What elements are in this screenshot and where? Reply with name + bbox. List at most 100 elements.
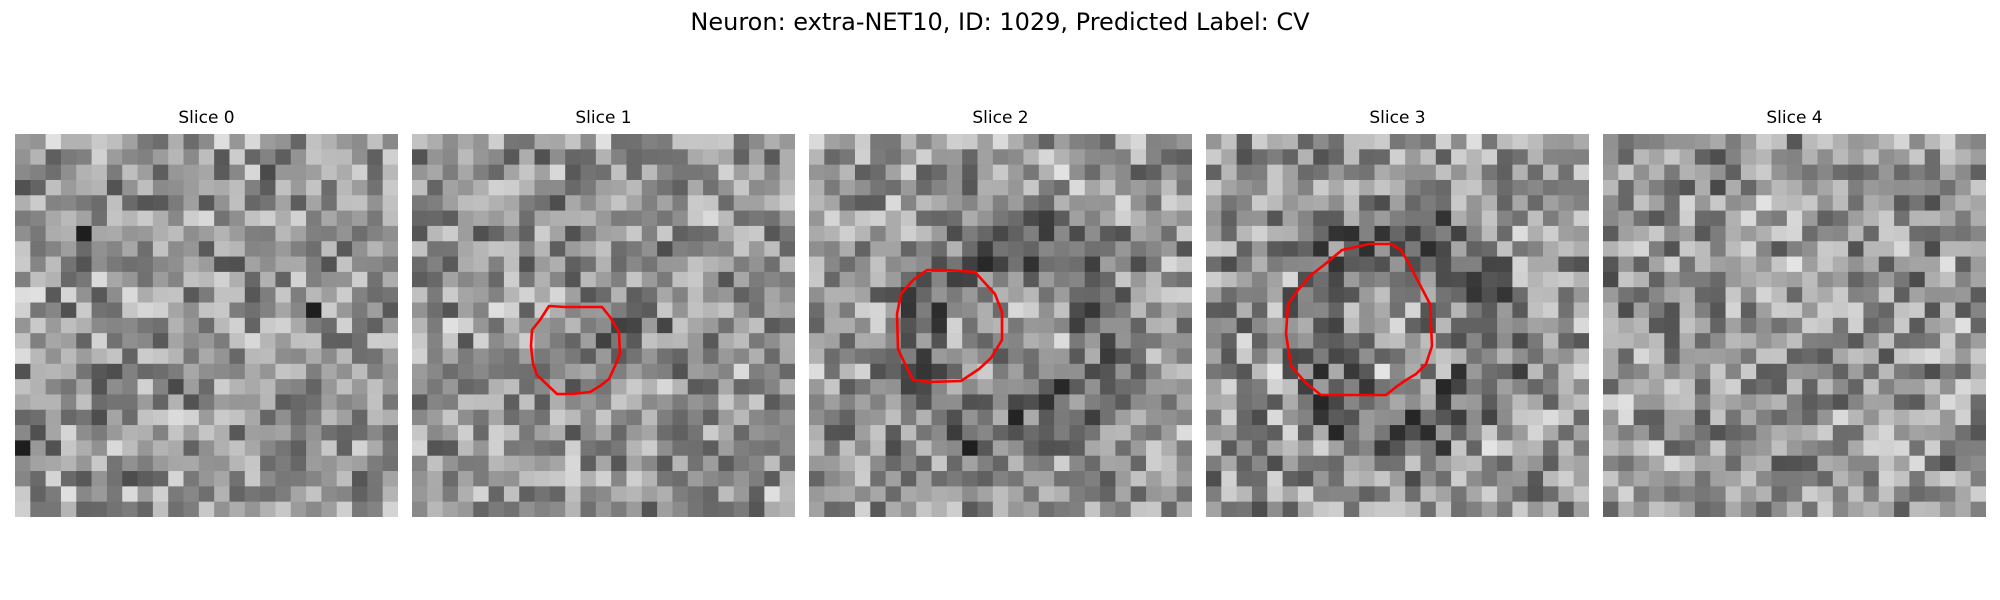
image-pixel (1664, 471, 1681, 487)
image-pixel (1221, 348, 1238, 365)
image-pixel (1863, 379, 1880, 396)
image-pixel (1038, 348, 1055, 365)
image-pixel (1420, 317, 1437, 334)
image-pixel (1527, 164, 1544, 181)
image-pixel (183, 471, 200, 487)
image-pixel (1130, 486, 1147, 503)
image-pixel (992, 394, 1009, 411)
image-pixel (503, 379, 520, 396)
image-pixel (1756, 302, 1773, 319)
image-pixel (1054, 179, 1071, 196)
image-pixel (1130, 379, 1147, 396)
image-pixel (306, 409, 322, 426)
image-pixel (1940, 363, 1956, 380)
image-pixel (260, 501, 277, 517)
image-pixel (45, 471, 62, 487)
image-pixel (962, 379, 979, 396)
image-pixel (488, 363, 505, 380)
image-pixel (1497, 394, 1513, 411)
image-pixel (1069, 179, 1086, 196)
image-pixel (779, 486, 795, 503)
image-pixel (1664, 195, 1681, 212)
image-pixel (1176, 210, 1192, 227)
image-pixel (1206, 333, 1222, 350)
image-pixel (1084, 195, 1101, 212)
image-pixel (442, 241, 459, 258)
image-pixel (1817, 179, 1834, 196)
image-pixel (30, 164, 47, 181)
image-pixel (839, 287, 856, 304)
image-pixel (1343, 241, 1360, 258)
image-pixel (183, 256, 200, 273)
image-pixel (30, 486, 47, 503)
image-pixel (152, 271, 169, 288)
image-pixel (626, 149, 643, 166)
slice-image-svg (1206, 134, 1589, 517)
image-pixel (1573, 179, 1589, 196)
image-pixel (749, 333, 765, 350)
image-pixel (1558, 333, 1575, 350)
image-pixel (168, 164, 185, 181)
image-pixel (1618, 302, 1635, 319)
image-pixel (1374, 455, 1391, 472)
image-pixel (1221, 287, 1238, 304)
image-pixel (1374, 134, 1391, 150)
image-pixel (1176, 379, 1192, 396)
image-pixel (1084, 210, 1101, 227)
image-pixel (870, 440, 887, 457)
image-pixel (1161, 501, 1178, 517)
image-pixel (1603, 195, 1619, 212)
image-pixel (30, 241, 47, 258)
image-pixel (1054, 302, 1071, 319)
image-pixel (442, 501, 459, 517)
image-pixel (1481, 333, 1498, 350)
image-pixel (1038, 317, 1055, 334)
image-pixel (1297, 256, 1314, 273)
image-pixel (152, 195, 169, 212)
image-pixel (580, 210, 597, 227)
image-pixel (290, 409, 307, 426)
image-pixel (1817, 471, 1834, 487)
image-pixel (1251, 471, 1268, 487)
image-pixel (854, 195, 871, 212)
image-pixel (1817, 425, 1834, 441)
image-pixel (367, 164, 384, 181)
image-pixel (549, 486, 566, 503)
image-pixel (1328, 302, 1345, 319)
image-pixel (1481, 440, 1498, 457)
image-pixel (1771, 271, 1788, 288)
image-pixel (1405, 471, 1422, 487)
image-pixel (457, 195, 474, 212)
image-pixel (1115, 149, 1132, 166)
image-pixel (30, 271, 47, 288)
image-pixel (1725, 149, 1742, 166)
image-pixel (1756, 486, 1773, 503)
image-pixel (229, 164, 246, 181)
image-pixel (687, 501, 704, 517)
image-pixel (626, 241, 643, 258)
image-pixel (916, 486, 933, 503)
image-pixel (1817, 241, 1834, 258)
image-pixel (1817, 195, 1834, 212)
image-pixel (1756, 134, 1773, 150)
image-pixel (321, 425, 338, 441)
image-pixel (1297, 195, 1314, 212)
image-pixel (260, 348, 277, 365)
image-pixel (1940, 149, 1956, 166)
image-pixel (60, 225, 77, 242)
slice-image-svg (412, 134, 795, 517)
image-pixel (580, 256, 597, 273)
image-pixel (1970, 425, 1986, 441)
image-pixel (1633, 333, 1650, 350)
image-pixel (1664, 501, 1681, 517)
image-pixel (1558, 164, 1575, 181)
image-pixel (1497, 486, 1513, 503)
image-pixel (76, 471, 93, 487)
image-pixel (1771, 287, 1788, 304)
image-pixel (946, 486, 963, 503)
image-pixel (1008, 425, 1025, 441)
image-pixel (1115, 363, 1132, 380)
image-pixel (1206, 241, 1222, 258)
image-pixel (809, 225, 825, 242)
image-pixel (1466, 164, 1483, 181)
